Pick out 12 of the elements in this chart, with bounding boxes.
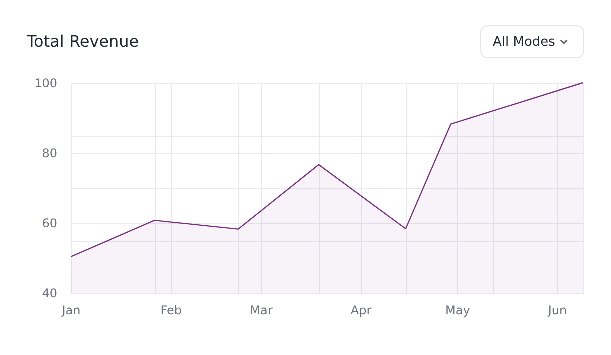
x-tick-label: Feb (160, 304, 182, 318)
x-tick-label: Jan (61, 304, 81, 318)
y-tick-label: 60 (42, 216, 58, 230)
y-tick-label: 100 (34, 76, 58, 90)
text: All Modes (493, 35, 556, 50)
y-tick-label: 80 (42, 146, 58, 160)
x-tick-label: Jun (547, 304, 568, 318)
x-tick-label: Mar (250, 304, 273, 318)
x-tick-label: May (446, 304, 470, 318)
x-tick-label: Apr (350, 304, 372, 318)
y-tick-label: 40 (42, 286, 58, 300)
chart-title: Total Revenue (26, 32, 140, 51)
